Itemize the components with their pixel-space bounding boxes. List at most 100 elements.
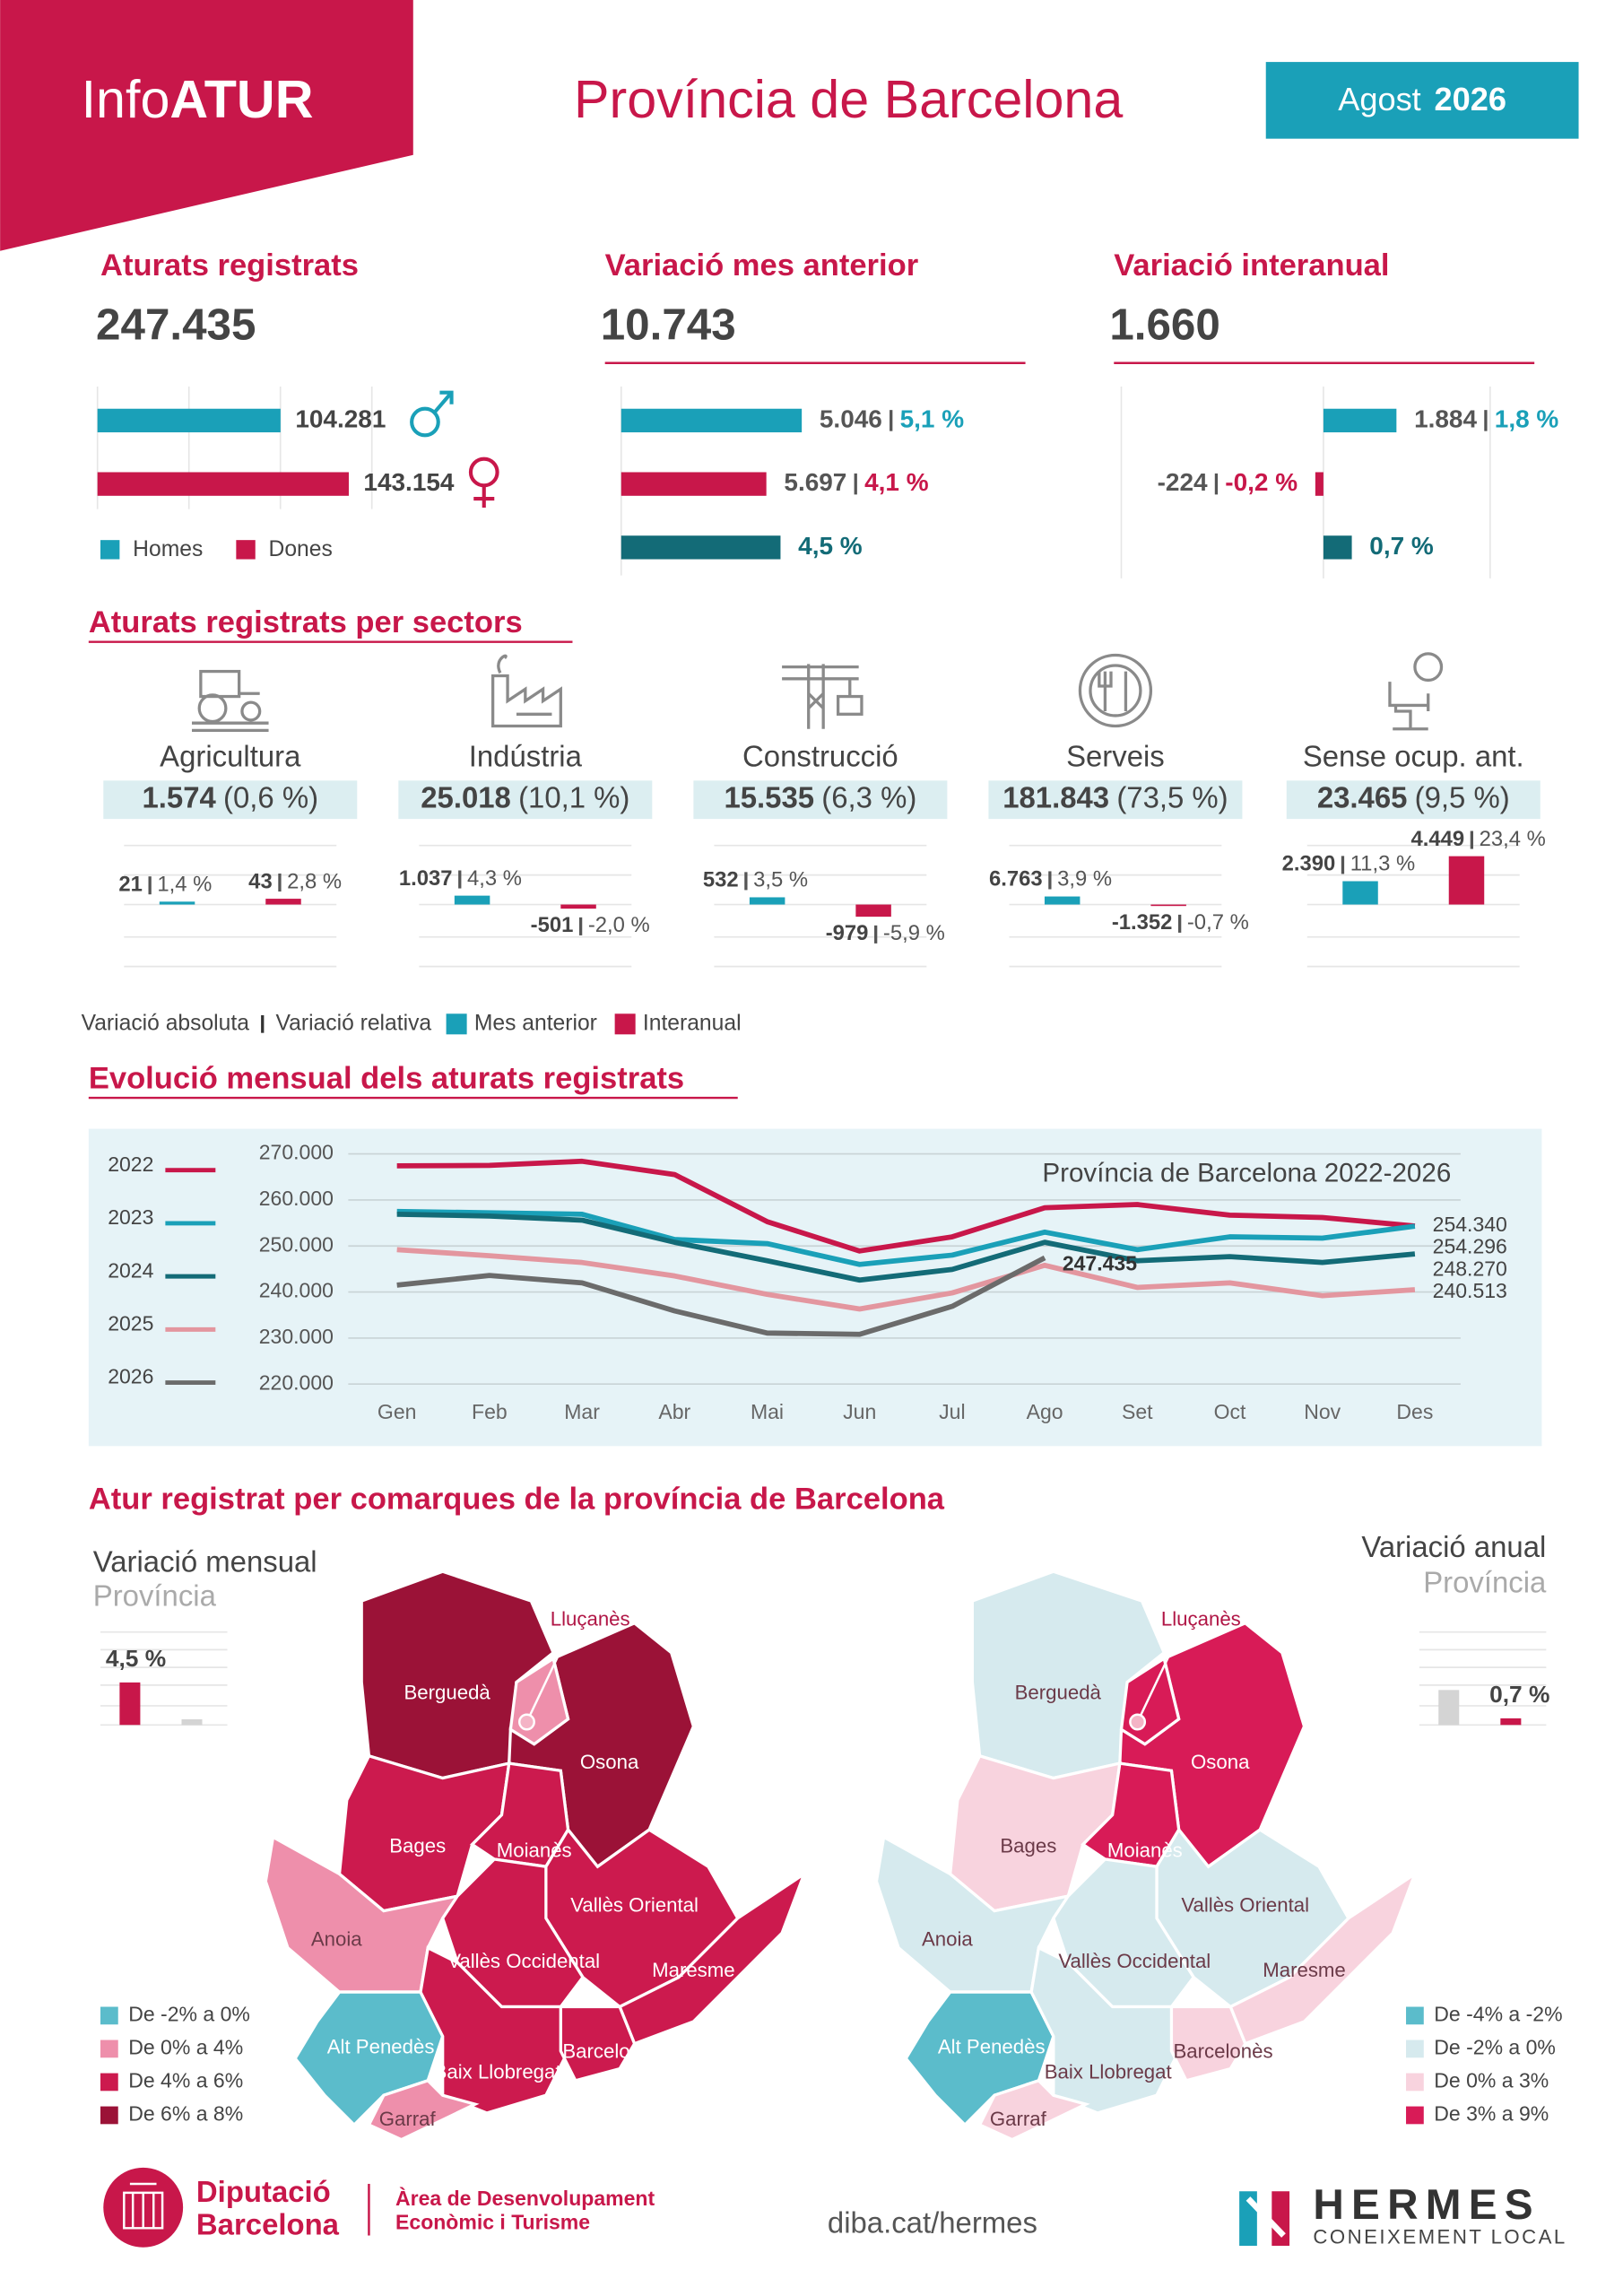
series-line (396, 1158, 1416, 1254)
date-box (1265, 62, 1579, 139)
bar (181, 1718, 203, 1726)
region (440, 1857, 585, 2009)
region-label: Vallès Oriental (1181, 1894, 1309, 1917)
org-name: Barcelona (196, 2207, 340, 2240)
y-tick-label: 230.000 (259, 1325, 334, 1348)
data-label: 248.270 (1433, 1257, 1507, 1280)
sector-icon (1078, 653, 1153, 728)
x-tick-label: Mar (564, 1400, 600, 1423)
brand-tagline: CONEIXEMENT LOCAL (1313, 2226, 1567, 2248)
sector-name: Indústria (469, 739, 583, 772)
chart-subtitle: Província de Barcelona 2022-2026 (1042, 1158, 1451, 1187)
region-label: Osona (1191, 1751, 1250, 1773)
sector-name: Agricultura (160, 739, 301, 772)
region (1052, 1857, 1196, 2009)
kpi-title: Variació mes anterior (605, 248, 918, 283)
legend-swatch (100, 2006, 118, 2025)
bar (1323, 408, 1397, 433)
region (618, 1870, 808, 2046)
legend-label: Mes anterior (474, 1011, 597, 1035)
kpi-value: 1.660 (1109, 300, 1219, 349)
kpi-title: Aturats registrats (100, 248, 359, 283)
bar (1438, 1690, 1460, 1726)
bar-label: 1,8 % (1495, 404, 1559, 432)
region (367, 2078, 480, 2142)
bar-label: 23,4 % (1480, 827, 1546, 851)
kpi-value: 10.743 (601, 300, 736, 349)
map-subtitle: Província (1423, 1566, 1547, 1599)
male-icon (410, 406, 440, 438)
leader-line (1136, 1634, 1180, 1723)
legend-swatch (614, 1013, 636, 1035)
region-label: Berguedà (1015, 1682, 1102, 1704)
bar-label: -501 (531, 913, 574, 937)
region-label: Baix Llobregat (434, 2060, 561, 2083)
sector-icon (1413, 652, 1444, 683)
page-title: Província de Barcelona (574, 69, 1123, 129)
region-label: Moianès (497, 1839, 572, 1862)
bar (560, 904, 596, 909)
region-label: Berguedà (404, 1682, 490, 1704)
region-label: Vallès Occidental (447, 1950, 600, 1972)
bar-label: 0,7 % (1489, 1681, 1549, 1708)
area-name: Econòmic i Turisme (395, 2210, 590, 2233)
brand-logo (1245, 2196, 1286, 2238)
sector-icon (497, 654, 508, 674)
sector-name: Sense ocup. ant. (1303, 739, 1524, 772)
year: 2026 (1435, 81, 1507, 117)
bar-label: 3,9 % (1057, 867, 1112, 891)
legend-label: De -4% a -2% (1434, 2002, 1562, 2025)
sector-share: (9,5 %) (1415, 780, 1510, 813)
sector-icon (191, 691, 269, 733)
x-tick-label: Ago (1027, 1400, 1063, 1423)
bar (855, 904, 891, 918)
region-label: Garraf (990, 2108, 1047, 2130)
region-label: Alt Penedès (327, 2035, 435, 2057)
leader-line (525, 1634, 569, 1723)
month: Agost (1338, 81, 1421, 117)
value-box (398, 780, 653, 820)
legend-swatch (100, 2106, 118, 2125)
bar-label: 1,4 % (157, 873, 212, 897)
bar (1448, 856, 1485, 905)
legend-label: 2026 (108, 1365, 153, 1388)
bar-label: -0,7 % (1187, 910, 1249, 935)
kpi-title: Variació interanual (1114, 248, 1389, 283)
region (948, 1753, 1122, 1913)
value-box (693, 780, 948, 820)
legend-swatch (236, 540, 256, 560)
sector-icon (240, 700, 262, 722)
kpi-value: 247.435 (96, 300, 256, 349)
region-dot (518, 1713, 535, 1731)
sector-icon (836, 694, 864, 716)
bar-label: -224 (1158, 468, 1208, 496)
legend-label: De 3% a 9% (1434, 2102, 1549, 2126)
section-title: Evolució mensual dels aturats registrats (89, 1061, 684, 1095)
legend-label: De 0% a 3% (1434, 2069, 1549, 2092)
bar-label: 11,3 % (1350, 852, 1415, 876)
region-label: Lluçanès (1161, 1607, 1241, 1630)
legend-swatch (100, 540, 120, 560)
male-icon (432, 390, 454, 415)
bar (1500, 1718, 1522, 1726)
y-tick-label: 240.000 (259, 1279, 334, 1302)
x-tick-label: Abr (658, 1400, 690, 1423)
sector-icon (490, 674, 562, 728)
region-label: Baix Llobregat (1045, 2060, 1172, 2083)
bar-label: 1.037 (399, 866, 453, 891)
bar-label: 143.154 (363, 468, 454, 496)
legend-label: Interanual (643, 1011, 742, 1035)
x-tick-label: Set (1122, 1400, 1153, 1423)
region-dot (1129, 1713, 1147, 1731)
bar-label: 1.884 (1414, 404, 1477, 432)
area-name: Àrea de Desenvolupament (395, 2186, 655, 2210)
bar-label: 4,1 % (864, 468, 929, 496)
x-tick-label: Feb (472, 1400, 508, 1423)
value-box (988, 780, 1243, 820)
series-line (396, 1247, 1416, 1312)
bar-label: 4,3 % (467, 866, 522, 891)
series-line (396, 1255, 1046, 1337)
bar-label: 4,5 % (106, 1645, 166, 1672)
bar (1315, 472, 1324, 496)
